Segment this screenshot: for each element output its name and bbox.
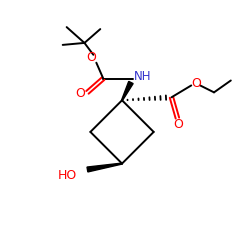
Text: O: O — [86, 51, 96, 64]
Polygon shape — [87, 163, 122, 172]
Text: O: O — [191, 77, 201, 90]
Text: HO: HO — [58, 169, 77, 182]
Polygon shape — [122, 81, 133, 100]
Text: O: O — [174, 118, 183, 132]
Text: NH: NH — [134, 70, 152, 83]
Text: O: O — [76, 87, 86, 100]
